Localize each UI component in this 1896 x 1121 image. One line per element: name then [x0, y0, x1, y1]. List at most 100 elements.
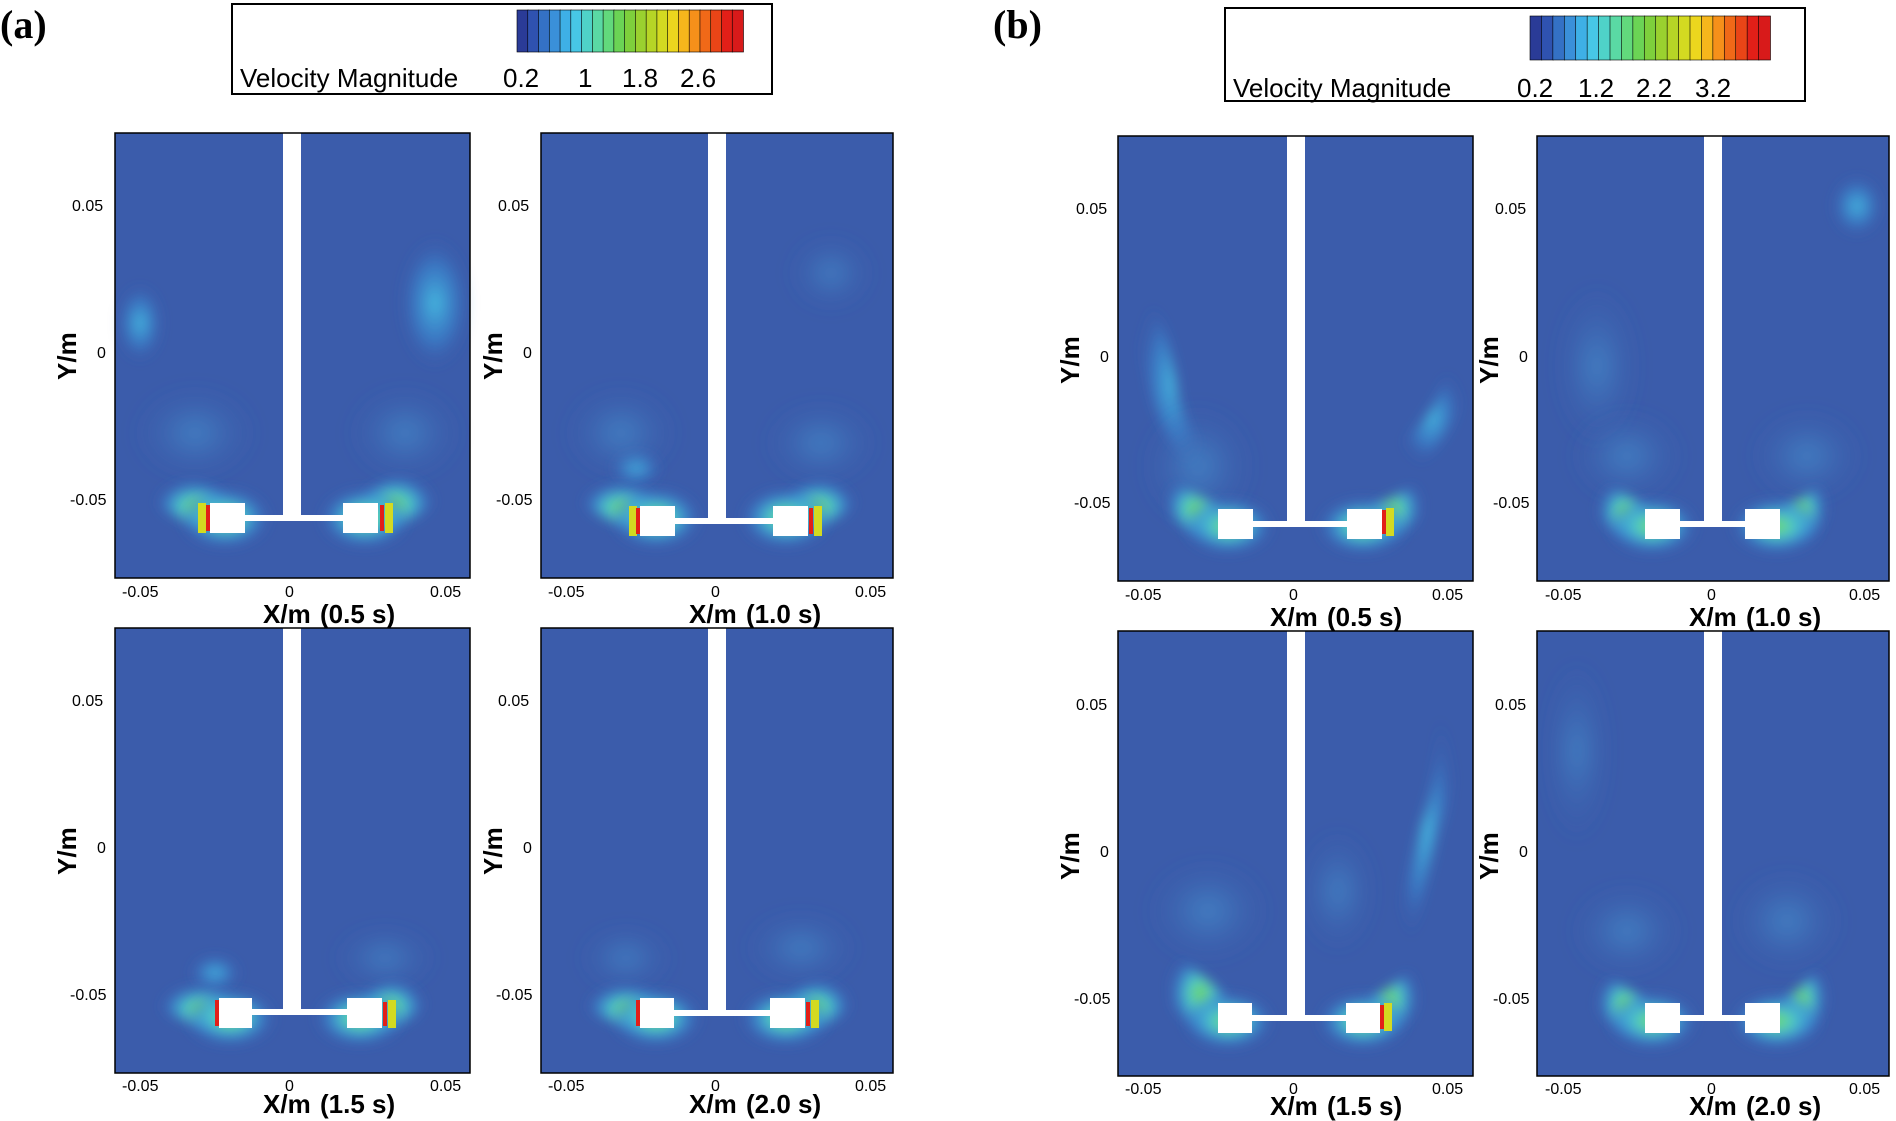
panel-b-legend: Velocity Magnitude 0.2 1.2 2.2 3.2: [1224, 7, 1806, 103]
a4-ytick-3: -0.05: [496, 987, 533, 1004]
panel-b-legend-tick-2: 1.2: [1578, 73, 1614, 103]
panel-b-legend-tick-4: 3.2: [1695, 73, 1731, 103]
a2-ylabel: Y/m: [478, 332, 508, 380]
a1-xtick-3: 0.05: [430, 584, 461, 601]
b2-ytick-2: 0: [1519, 349, 1528, 366]
colorbar-swatch: [699, 9, 712, 53]
a4-ytick-1: 0.05: [498, 693, 529, 710]
colorbar-swatch: [1609, 15, 1623, 61]
b4-xlabel: X/m: [1689, 1091, 1737, 1121]
b2-ytick-1: 0.05: [1495, 201, 1526, 218]
a1-ytick-2: 0: [97, 345, 106, 362]
b1-ytick-3: -0.05: [1074, 495, 1111, 512]
b4-ylabel: Y/m: [1474, 832, 1504, 880]
b3-ylabel: Y/m: [1055, 832, 1085, 880]
panel-a-legend-title: Velocity Magnitude: [240, 63, 458, 93]
a4-xlabel: X/m: [689, 1089, 737, 1119]
b2-time: (1.0 s): [1746, 602, 1821, 632]
a3-xtick-3: 0.05: [430, 1078, 461, 1095]
b1-xlabel: X/m: [1270, 602, 1318, 632]
colorbar-swatch: [1701, 15, 1714, 61]
b4-xtick-2: 0: [1707, 1081, 1716, 1098]
panel-a-colorbar: [516, 9, 744, 53]
colorbar-swatch: [710, 9, 723, 53]
panel-b-colorbar: [1529, 15, 1771, 61]
colorbar-swatch: [1723, 15, 1737, 61]
subplot-b-1-5s: [1117, 630, 1474, 1077]
a2-time: (1.0 s): [746, 599, 821, 629]
colorbar-swatch: [645, 9, 658, 53]
b1-xtick-3: 0.05: [1432, 587, 1463, 604]
panel-a-legend-tick-2: 1: [578, 63, 592, 93]
colorbar-swatch: [656, 9, 669, 53]
b2-xtick-1: -0.05: [1545, 587, 1582, 604]
colorbar-swatch: [1552, 15, 1566, 61]
a4-xtick-3: 0.05: [855, 1078, 886, 1095]
a3-ytick-2: 0: [97, 840, 106, 857]
a3-xlabel: X/m: [263, 1089, 311, 1119]
b4-ytick-2: 0: [1519, 844, 1528, 861]
colorbar-swatch: [1712, 15, 1726, 61]
panel-b-label: (b): [993, 2, 1042, 47]
colorbar-swatch: [581, 9, 594, 53]
colorbar-swatch: [613, 9, 626, 53]
colorbar-swatch: [570, 9, 583, 53]
subplot-a-1-0s: [540, 132, 894, 579]
colorbar-swatch: [516, 9, 529, 53]
panel-a-legend: Velocity Magnitude 0.2 1 1.8 2.6: [231, 3, 773, 95]
panel-a-legend-tick-1: 0.2: [503, 63, 539, 93]
b1-xtick-1: -0.05: [1125, 587, 1162, 604]
a4-ylabel: Y/m: [478, 827, 508, 875]
panel-a-label: (a): [0, 2, 47, 47]
b2-xtick-2: 0: [1707, 587, 1716, 604]
a2-ytick-2: 0: [523, 345, 532, 362]
colorbar-swatch: [635, 9, 647, 53]
colorbar-swatch: [1689, 15, 1703, 61]
b1-ytick-1: 0.05: [1076, 201, 1107, 218]
a1-xtick-2: 0: [285, 584, 294, 601]
colorbar-swatch: [688, 9, 701, 53]
a4-ytick-2: 0: [523, 840, 532, 857]
colorbar-swatch: [1643, 15, 1657, 61]
a3-time: (1.5 s): [320, 1089, 395, 1119]
b2-xtick-3: 0.05: [1849, 587, 1880, 604]
colorbar-swatch: [1598, 15, 1611, 61]
a2-xtick-3: 0.05: [855, 584, 886, 601]
panel-b: (b) Velocity Magnitude 0.2 1.2 2.2 3.2: [993, 2, 1890, 1121]
b3-xlabel: X/m: [1270, 1091, 1318, 1121]
a1-ylabel: Y/m: [52, 332, 82, 380]
panel-a-legend-tick-3: 1.8: [622, 63, 658, 93]
colorbar-swatch: [678, 9, 690, 53]
b4-ytick-1: 0.05: [1495, 697, 1526, 714]
panel-b-legend-title: Velocity Magnitude: [1233, 73, 1451, 103]
a3-xtick-2: 0: [285, 1078, 294, 1095]
a3-xtick-1: -0.05: [122, 1078, 159, 1095]
a3-ytick-1: 0.05: [72, 693, 103, 710]
colorbar-swatch: [592, 9, 604, 53]
colorbar-swatch: [1746, 15, 1760, 61]
colorbar-swatch: [602, 9, 615, 53]
b2-ytick-3: -0.05: [1493, 495, 1530, 512]
b3-time: (1.5 s): [1327, 1091, 1402, 1121]
a3-ylabel: Y/m: [52, 827, 82, 875]
colorbar-swatch: [1678, 15, 1691, 61]
colorbar-swatch: [559, 9, 572, 53]
panel-a: (a) Velocity Magnitude 0.2 1 1.8 2.6: [0, 2, 894, 1119]
colorbar-swatch: [624, 9, 637, 53]
b3-ytick-2: 0: [1100, 844, 1109, 861]
colorbar-swatch: [548, 9, 561, 53]
b4-ytick-3: -0.05: [1493, 991, 1530, 1008]
colorbar-swatch: [1529, 15, 1543, 61]
b3-ytick-1: 0.05: [1076, 697, 1107, 714]
subplot-a-2-0s: [540, 627, 894, 1074]
a4-xtick-1: -0.05: [548, 1078, 585, 1095]
a2-xtick-2: 0: [711, 584, 720, 601]
a3-ytick-3: -0.05: [70, 987, 107, 1004]
a2-xlabel: X/m: [689, 599, 737, 629]
a4-time: (2.0 s): [746, 1089, 821, 1119]
colorbar-swatch: [1666, 15, 1680, 61]
colorbar-swatch: [731, 9, 744, 53]
a1-ytick-1: 0.05: [72, 198, 103, 215]
b1-time: (0.5 s): [1327, 602, 1402, 632]
